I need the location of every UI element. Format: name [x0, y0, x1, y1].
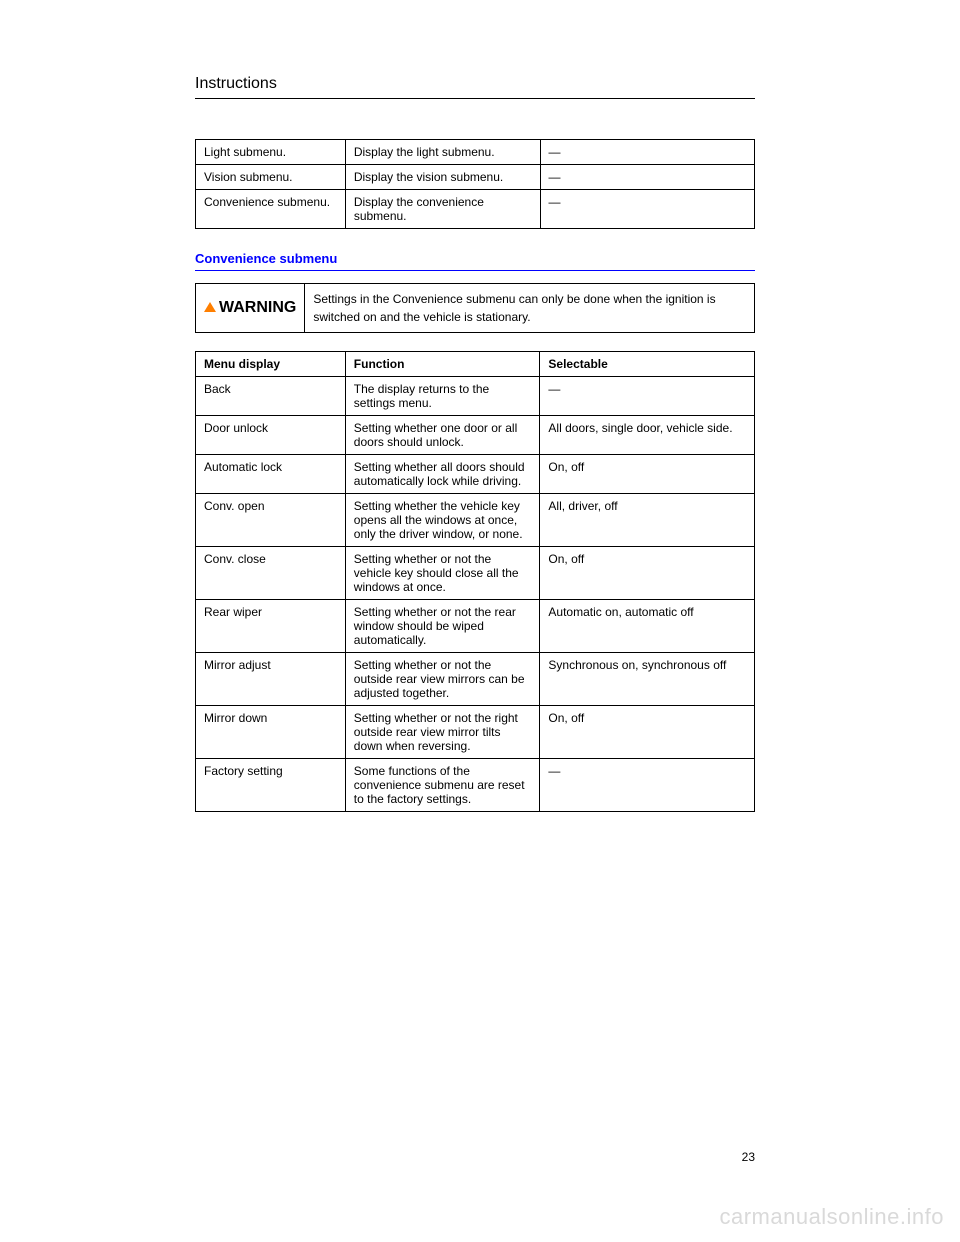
cell-menu-display: Conv. open	[196, 494, 346, 547]
cell-selectable: —	[540, 165, 755, 190]
cell-function: Setting whether the vehicle key opens al…	[345, 494, 540, 547]
cell-function: Display the vision submenu.	[345, 165, 540, 190]
table-row: Door unlock Setting whether one door or …	[196, 416, 755, 455]
cell-function: Some functions of the convenience submen…	[345, 759, 540, 812]
cell-selectable: —	[540, 377, 755, 416]
cell-selectable: —	[540, 140, 755, 165]
table-row: Factory setting Some functions of the co…	[196, 759, 755, 812]
cell-selectable: Automatic on, automatic off	[540, 600, 755, 653]
warning-box: WARNING Settings in the Convenience subm…	[195, 283, 755, 333]
convenience-menu-table: Menu display Function Selectable Back Th…	[195, 351, 755, 812]
cell-menu-display: Conv. close	[196, 547, 346, 600]
cell-function: Display the light submenu.	[345, 140, 540, 165]
cell-function: Setting whether or not the vehicle key s…	[345, 547, 540, 600]
table-row: Light submenu. Display the light submenu…	[196, 140, 755, 165]
cell-menu-display: Factory setting	[196, 759, 346, 812]
page-number: 23	[742, 1150, 755, 1164]
table-row: Automatic lock Setting whether all doors…	[196, 455, 755, 494]
cell-selectable: —	[540, 190, 755, 229]
cell-menu-display: Convenience submenu.	[196, 190, 346, 229]
cell-function: Display the convenience submenu.	[345, 190, 540, 229]
cell-function: Setting whether or not the rear window s…	[345, 600, 540, 653]
warning-label-text: WARNING	[219, 299, 296, 316]
header-selectable: Selectable	[540, 352, 755, 377]
warning-triangle-icon	[204, 302, 216, 312]
warning-body-text: Settings in the Convenience submenu can …	[305, 284, 755, 333]
cell-menu-display: Mirror adjust	[196, 653, 346, 706]
table-row: Conv. close Setting whether or not the v…	[196, 547, 755, 600]
header-function: Function	[345, 352, 540, 377]
cell-menu-display: Vision submenu.	[196, 165, 346, 190]
cell-function: The display returns to the settings menu…	[345, 377, 540, 416]
cell-menu-display: Automatic lock	[196, 455, 346, 494]
table-row: Convenience submenu. Display the conveni…	[196, 190, 755, 229]
cell-menu-display: Rear wiper	[196, 600, 346, 653]
cell-function: Setting whether or not the outside rear …	[345, 653, 540, 706]
table-header-row: Menu display Function Selectable	[196, 352, 755, 377]
cell-selectable: All, driver, off	[540, 494, 755, 547]
cell-selectable: On, off	[540, 455, 755, 494]
cell-menu-display: Door unlock	[196, 416, 346, 455]
table-row: Mirror down Setting whether or not the r…	[196, 706, 755, 759]
table-row: Mirror adjust Setting whether or not the…	[196, 653, 755, 706]
table-row: Conv. open Setting whether the vehicle k…	[196, 494, 755, 547]
section-heading-convenience: Convenience submenu	[195, 251, 755, 271]
cell-selectable: Synchronous on, synchronous off	[540, 653, 755, 706]
header-menu-display: Menu display	[196, 352, 346, 377]
page-header: Instructions	[195, 75, 755, 99]
cell-function: Setting whether one door or all doors sh…	[345, 416, 540, 455]
table-row: Vision submenu. Display the vision subme…	[196, 165, 755, 190]
table-row: Back The display returns to the settings…	[196, 377, 755, 416]
cell-menu-display: Back	[196, 377, 346, 416]
cell-menu-display: Mirror down	[196, 706, 346, 759]
cell-function: Setting whether or not the right outside…	[345, 706, 540, 759]
page-title: Instructions	[195, 75, 755, 93]
settings-menu-table: Light submenu. Display the light submenu…	[195, 139, 755, 229]
cell-selectable: On, off	[540, 706, 755, 759]
header-rule	[195, 98, 755, 99]
watermark: carmanualsonline.info	[719, 1204, 944, 1230]
warning-label-cell: WARNING	[196, 284, 305, 333]
cell-selectable: On, off	[540, 547, 755, 600]
cell-menu-display: Light submenu.	[196, 140, 346, 165]
cell-function: Setting whether all doors should automat…	[345, 455, 540, 494]
cell-selectable: —	[540, 759, 755, 812]
table-row: Rear wiper Setting whether or not the re…	[196, 600, 755, 653]
cell-selectable: All doors, single door, vehicle side.	[540, 416, 755, 455]
